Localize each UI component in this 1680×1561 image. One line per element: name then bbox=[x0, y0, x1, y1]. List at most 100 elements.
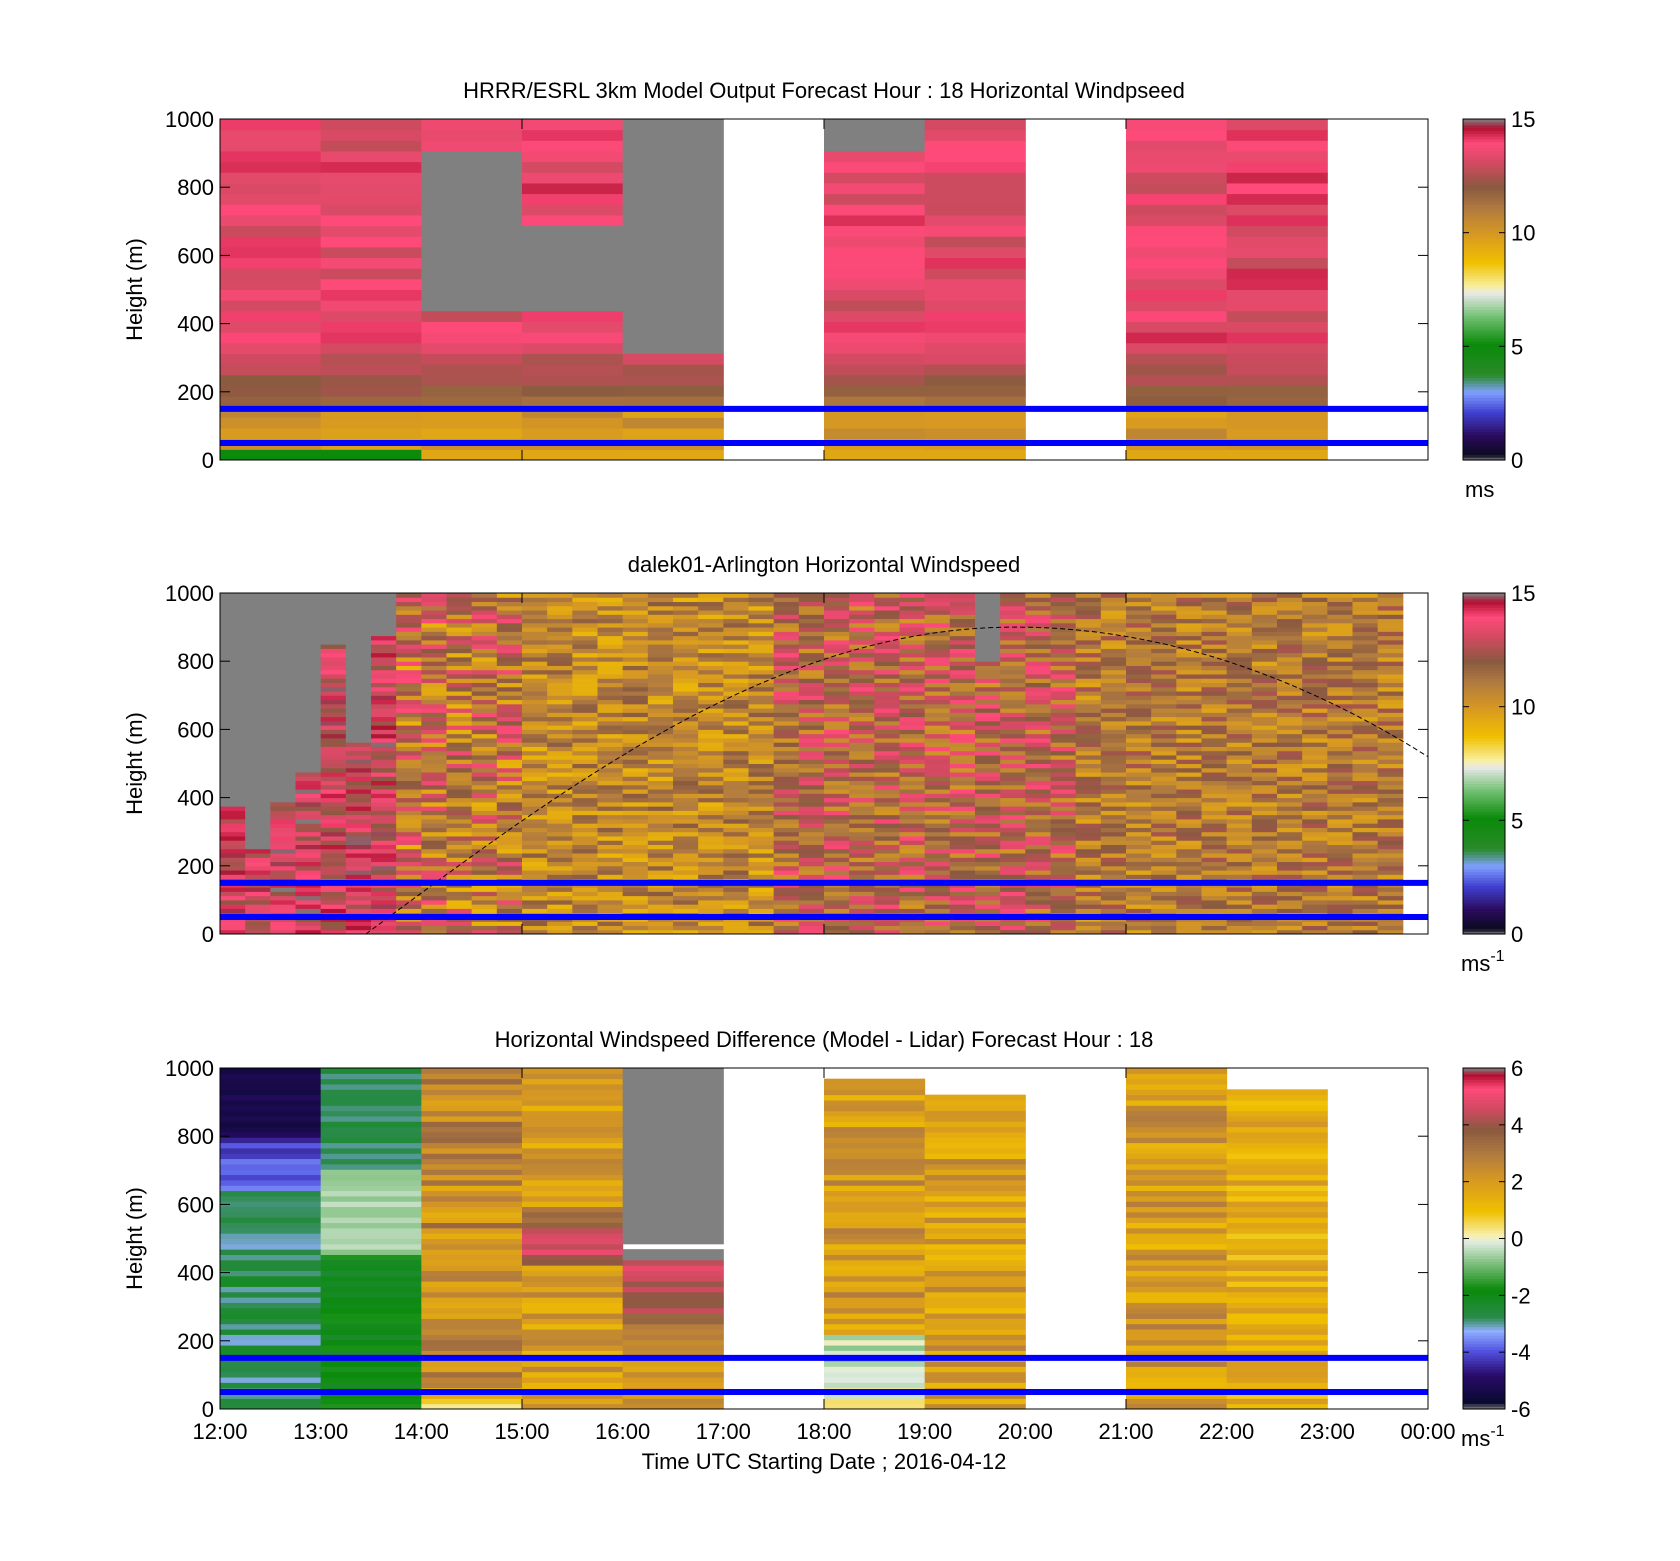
panel-2-cell bbox=[270, 776, 296, 782]
panel-2-cell bbox=[647, 823, 674, 828]
panel-2-cell bbox=[572, 763, 598, 769]
panel-2-cell bbox=[1377, 853, 1404, 858]
panel-2-cell bbox=[1327, 827, 1353, 833]
colorbar-segment bbox=[1463, 811, 1505, 816]
panel-2-cell bbox=[371, 767, 397, 773]
panel-2-cell bbox=[1302, 754, 1328, 760]
panel-1-cell bbox=[522, 172, 624, 184]
panel-2-cell bbox=[446, 797, 473, 803]
colorbar-segment bbox=[1463, 709, 1505, 713]
panel-2-cell bbox=[396, 929, 422, 935]
panel-2-cell bbox=[522, 703, 548, 709]
colorbar-segment bbox=[1463, 601, 1505, 605]
panel-2-cell bbox=[647, 840, 674, 845]
panel-3-cell bbox=[220, 1259, 322, 1266]
panel-2-cell bbox=[1251, 614, 1278, 620]
panel-1-cell bbox=[1226, 396, 1328, 408]
y-tick-label: 600 bbox=[177, 1192, 214, 1217]
panel-2-cell bbox=[1226, 708, 1253, 713]
panel-2-cell bbox=[1251, 754, 1278, 760]
panel-2-cell bbox=[396, 895, 422, 901]
panel-2-cell bbox=[270, 627, 296, 632]
panel-2-cell bbox=[924, 840, 951, 845]
panel-2-cell bbox=[1226, 703, 1253, 709]
panel-2-cell bbox=[1226, 814, 1253, 820]
panel-3-cell bbox=[924, 1158, 1026, 1165]
panel-2-cell bbox=[1050, 929, 1077, 935]
panel-2-cell bbox=[698, 823, 724, 828]
colorbar-segment bbox=[1463, 629, 1505, 634]
panel-2-cell bbox=[1000, 831, 1026, 837]
panel-2-cell bbox=[824, 648, 850, 654]
panel-2-cell bbox=[647, 673, 674, 679]
panel-2-cell bbox=[1277, 652, 1303, 658]
panel-2-cell bbox=[1201, 814, 1228, 820]
panel-2-cell bbox=[1226, 887, 1253, 892]
panel-2-cell bbox=[698, 648, 724, 654]
panel-1-cell bbox=[622, 364, 724, 376]
panel-3-cell bbox=[924, 1265, 1026, 1271]
panel-1-cell bbox=[522, 140, 624, 152]
panel-2-cell bbox=[798, 627, 825, 632]
panel-2-cell bbox=[471, 835, 498, 841]
panel-2-cell bbox=[572, 725, 598, 730]
panel-2-cell bbox=[320, 776, 347, 782]
panel-2-cell bbox=[1075, 708, 1102, 713]
panel-2-cell bbox=[371, 814, 397, 820]
panel-2-cell bbox=[698, 742, 724, 747]
panel-3-cell bbox=[320, 1259, 422, 1266]
panel-3-cell bbox=[824, 1142, 926, 1149]
panel-1-cell bbox=[522, 214, 624, 227]
panel-2-cell bbox=[1277, 750, 1303, 756]
panel-2-cell bbox=[1277, 840, 1303, 845]
panel-2-cell bbox=[220, 904, 246, 909]
panel-2-cell bbox=[1075, 644, 1102, 649]
panel-2-cell bbox=[673, 750, 699, 756]
panel-2-cell bbox=[874, 720, 900, 726]
panel-2-cell bbox=[522, 857, 548, 863]
panel-2-cell bbox=[597, 610, 624, 615]
panel-1-cell bbox=[522, 353, 624, 365]
panel-2-cell bbox=[798, 780, 825, 786]
panel-2-cell bbox=[1100, 857, 1127, 863]
panel-2-cell bbox=[1075, 627, 1102, 632]
panel-2-cell bbox=[723, 806, 749, 811]
panel-2-cell bbox=[1377, 691, 1404, 696]
panel-2-cell bbox=[1000, 605, 1026, 611]
panel-2-cell bbox=[673, 904, 699, 909]
panel-2-cell bbox=[270, 686, 296, 692]
panel-3-cell bbox=[1126, 1089, 1228, 1096]
panel-2-cell bbox=[824, 682, 850, 688]
panel-2-cell bbox=[446, 631, 473, 637]
panel-2-cell bbox=[673, 865, 699, 871]
panel-2-cell bbox=[874, 652, 900, 658]
panel-3-cell bbox=[421, 1174, 523, 1181]
panel-2-cell bbox=[1126, 622, 1152, 628]
panel-2-cell bbox=[874, 925, 900, 931]
colorbar-segment bbox=[1463, 121, 1505, 126]
panel-2-cell bbox=[471, 801, 498, 807]
panel-2-cell bbox=[446, 656, 473, 662]
panel-2-cell bbox=[773, 776, 800, 782]
panel-2-cell bbox=[773, 652, 800, 658]
panel-2-cell bbox=[773, 639, 800, 645]
panel-2-cell bbox=[723, 908, 749, 914]
panel-2-cell bbox=[597, 801, 624, 807]
panel-2-cell bbox=[1352, 644, 1379, 649]
panel-2-cell bbox=[673, 784, 699, 790]
panel-2-cell bbox=[245, 716, 271, 722]
panel-3-cell bbox=[1226, 1153, 1328, 1160]
panel-2-cell bbox=[748, 673, 775, 679]
panel-2-cell bbox=[345, 814, 372, 820]
panel-3-cell bbox=[622, 1382, 724, 1389]
panel-3-cell bbox=[1126, 1318, 1228, 1325]
panel-2-cell bbox=[1050, 767, 1077, 773]
panel-2-cell bbox=[1226, 870, 1253, 875]
panel-2-cell bbox=[647, 853, 674, 858]
panel-3-cell bbox=[1126, 1254, 1228, 1261]
panel-2-cell bbox=[824, 733, 850, 739]
panel-2-cell bbox=[899, 925, 926, 931]
panel-2-cell bbox=[496, 652, 523, 658]
panel-2-cell bbox=[1075, 631, 1102, 637]
panel-2-cell bbox=[320, 622, 347, 628]
